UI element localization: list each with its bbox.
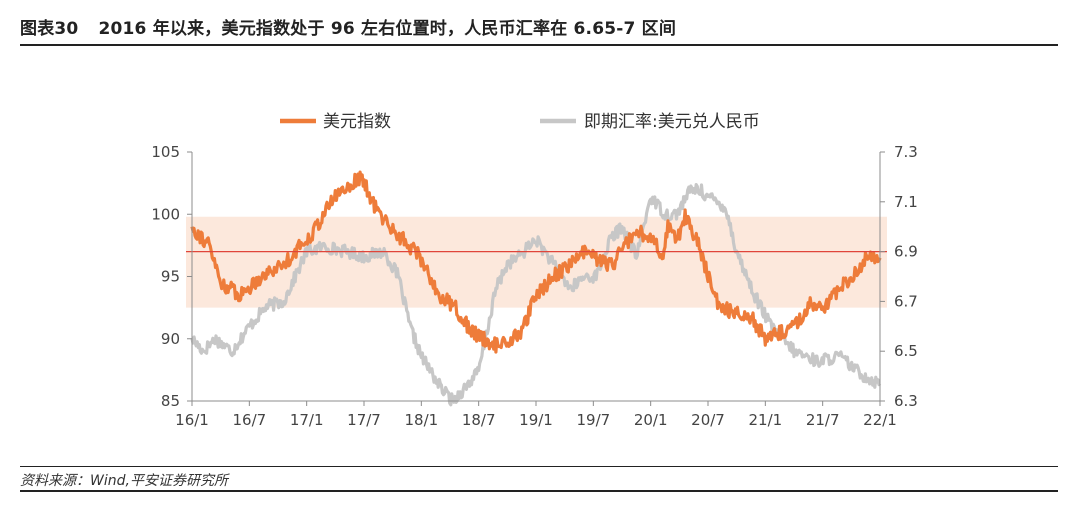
usd-index-line [190, 170, 882, 354]
x-tick-label: 17/1 [290, 411, 324, 429]
plot-area [186, 170, 887, 407]
x-tick-label: 21/1 [748, 411, 782, 429]
x-tick-label: 21/7 [806, 411, 840, 429]
left-tick-label: 95 [161, 268, 180, 286]
right-tick-label: 6.3 [894, 392, 918, 410]
right-tick-label: 7.1 [894, 193, 918, 211]
title-rule [20, 44, 1058, 46]
x-tick-label: 18/7 [462, 411, 496, 429]
x-tick-label: 19/7 [576, 411, 610, 429]
x-tick-label: 18/1 [404, 411, 438, 429]
left-tick-label: 85 [161, 392, 180, 410]
left-tick-label: 105 [151, 143, 180, 161]
right-tick-label: 7.3 [894, 143, 918, 161]
figure-source: 资料来源：Wind,平安证券研究所 [20, 473, 228, 489]
x-tick-label: 20/1 [634, 411, 668, 429]
source-bottom-rule [20, 490, 1058, 492]
left-tick-label: 100 [151, 205, 180, 223]
left-tick-label: 90 [161, 330, 180, 348]
right-tick-label: 6.5 [894, 342, 918, 360]
source-top-rule [20, 466, 1058, 467]
figure-title: 图表30 2016 年以来，美元指数处于 96 左右位置时，人民币汇率在 6.65… [20, 14, 676, 39]
x-tick-label: 20/7 [691, 411, 725, 429]
dual-axis-line-chart: 美元指数 即期汇率:美元兑人民币 85 90 95 100 105 6.3 6.5 6.7 6.9… [151, 112, 918, 429]
chart-legend: 美元指数 即期汇率:美元兑人民币 [280, 112, 760, 132]
cny-rate-line [190, 183, 882, 407]
chart-axes: 85 90 95 100 105 6.3 6.5 6.7 6.9 7.1 7.3 16/1 16/7 17… [151, 143, 918, 429]
right-tick-label: 6.7 [894, 292, 918, 310]
right-tick-label: 6.9 [894, 243, 918, 261]
x-tick-label: 17/7 [347, 411, 381, 429]
figure-number: 图表30 [20, 19, 79, 39]
x-tick-label: 16/1 [175, 411, 209, 429]
x-tick-label: 22/1 [863, 411, 897, 429]
figure-title-text: 2016 年以来，美元指数处于 96 左右位置时，人民币汇率在 6.65-7 区… [98, 19, 677, 39]
x-tick-label: 16/7 [232, 411, 266, 429]
x-tick-label: 19/1 [519, 411, 553, 429]
legend-cny-rate-label: 即期汇率:美元兑人民币 [584, 112, 760, 132]
legend-usd-index-label: 美元指数 [323, 112, 391, 132]
